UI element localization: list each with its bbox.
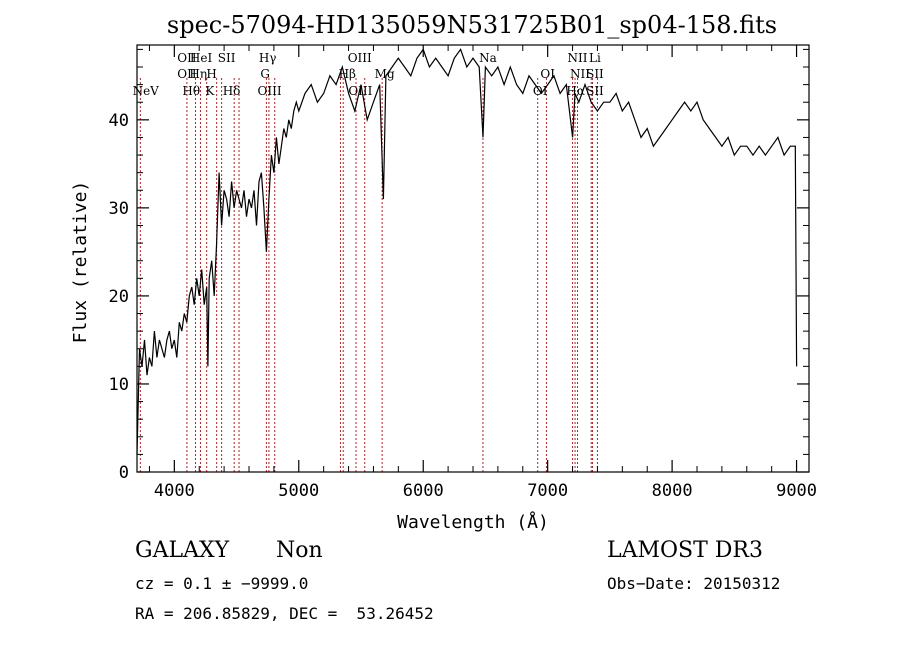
x-tick-label: 8000: [652, 481, 693, 501]
emission-line-label: Hθ: [182, 84, 200, 98]
object-subclass: Non: [276, 538, 323, 563]
y-tick-label: 30: [109, 199, 129, 219]
emission-line-label: OII: [177, 51, 197, 65]
emission-line-label: Mg: [375, 67, 395, 81]
observation-date: Obs−Date: 20150312: [607, 574, 781, 593]
emission-line-label: Na: [479, 51, 497, 65]
emission-line-label: HeI: [190, 51, 213, 65]
emission-line-label: SII: [586, 84, 604, 98]
y-axis-label: Flux (relative): [70, 181, 91, 344]
y-tick-label: 0: [119, 463, 129, 483]
y-tick-label: 40: [109, 111, 129, 131]
emission-line-label: Hγ: [259, 51, 277, 65]
x-axis-label: Wavelength (Å): [397, 511, 549, 533]
emission-line-label: SII: [218, 51, 236, 65]
x-tick-label: 6000: [403, 481, 444, 501]
emission-line-label: OII: [177, 67, 197, 81]
emission-line-label: NII: [570, 67, 590, 81]
emission-line-label: Hη: [189, 67, 207, 81]
y-tick-label: 20: [109, 287, 129, 307]
axis-ticks: 4000 5000 6000 7000 8000 9000 0 10 20 30 40: [109, 45, 817, 501]
emission-line-markers: [139, 78, 598, 472]
redshift-cz: cz = 0.1 ± −9999.0: [135, 574, 309, 593]
emission-line-label: Li: [589, 51, 601, 65]
emission-line-label: K: [205, 84, 215, 98]
emission-line-label: NeV: [133, 84, 160, 98]
emission-line-label: OI: [540, 67, 555, 81]
emission-line-label: OIII: [258, 84, 282, 98]
emission-line-label: Hα: [566, 84, 585, 98]
emission-line-label: H: [206, 67, 216, 81]
x-tick-label: 5000: [278, 481, 319, 501]
survey-name: LAMOST DR3: [607, 538, 763, 563]
emission-line-label: OIII: [348, 84, 372, 98]
emission-line-label: SII: [586, 67, 604, 81]
plot-frame: [136, 44, 810, 473]
x-tick-label: 4000: [154, 481, 195, 501]
y-tick-label: 10: [109, 375, 129, 395]
emission-line-label: Hδ: [223, 84, 241, 98]
x-tick-label: 9000: [776, 481, 817, 501]
object-class: GALAXY: [135, 538, 230, 563]
emission-line-label: NII: [568, 51, 588, 65]
emission-line-label: OIII: [348, 51, 372, 65]
x-tick-label: 7000: [527, 481, 568, 501]
chart-title: spec-57094-HD135059N531725B01_sp04-158.f…: [167, 11, 777, 39]
emission-line-label: G: [260, 67, 270, 81]
coordinates: RA = 206.85829, DEC = 53.26452: [135, 604, 434, 623]
spectrum-series-line: [136, 48, 798, 455]
spectrum-chart: spec-57094-HD135059N531725B01_sp04-158.f…: [70, 11, 817, 533]
